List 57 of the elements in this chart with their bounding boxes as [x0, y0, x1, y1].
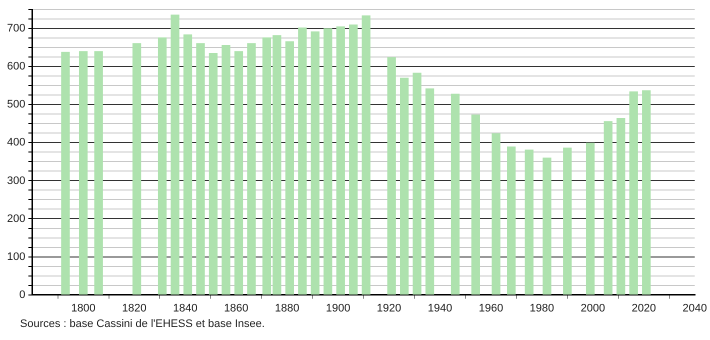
- x-tick-label: 1840: [172, 302, 198, 314]
- bar: [196, 43, 205, 295]
- bar: [158, 37, 167, 295]
- bar: [492, 133, 500, 295]
- x-tick-label: 2000: [580, 302, 606, 314]
- x-tick-label: 1800: [71, 302, 96, 314]
- bar: [61, 52, 70, 295]
- bar: [208, 53, 218, 295]
- bar: [170, 14, 180, 295]
- y-tick-label: 100: [6, 250, 26, 263]
- y-tick-label: 500: [6, 98, 26, 111]
- x-tick-label: 1920: [376, 302, 402, 314]
- bar: [586, 142, 595, 295]
- x-tick-label: 1960: [478, 302, 504, 314]
- bar: [387, 57, 396, 295]
- y-tick-label: 0: [19, 288, 26, 301]
- source-note: Sources : base Cassini de l'EHESS et base Insee.: [20, 318, 265, 330]
- bar: [412, 72, 422, 295]
- bar: [247, 43, 256, 295]
- bar: [629, 91, 638, 295]
- y-tick-label: 200: [6, 212, 26, 225]
- x-tick-label: 1860: [224, 302, 248, 314]
- bar: [222, 45, 230, 295]
- x-tick-label: 1940: [428, 302, 452, 314]
- y-tick-label: 400: [6, 136, 26, 149]
- bar: [349, 24, 358, 295]
- bar: [285, 41, 294, 295]
- x-tick-label: 1820: [122, 302, 147, 314]
- y-tick-label: 700: [6, 22, 26, 35]
- bar: [78, 51, 88, 295]
- bar: [298, 28, 307, 295]
- bar: [563, 148, 572, 295]
- bar: [310, 31, 320, 295]
- x-tick-label: 2020: [632, 302, 656, 314]
- bar: [604, 121, 612, 295]
- bar: [336, 26, 345, 295]
- bar: [324, 28, 332, 295]
- x-tick-label: 2040: [682, 302, 708, 314]
- x-tick-label: 1980: [530, 302, 554, 314]
- y-tick-label: 300: [6, 174, 26, 187]
- bar: [94, 51, 103, 295]
- bar: [183, 34, 192, 295]
- bar: [507, 146, 516, 295]
- bar: [425, 88, 434, 295]
- y-tick-label: 600: [6, 60, 26, 73]
- x-tick-label: 1900: [326, 302, 350, 314]
- bar: [616, 118, 626, 295]
- bar: [471, 114, 480, 295]
- bar: [524, 150, 534, 295]
- bar: [400, 78, 409, 295]
- bar: [642, 90, 651, 295]
- bar: [234, 51, 244, 295]
- x-tick-label: 1880: [274, 302, 300, 314]
- bar: [542, 158, 552, 295]
- bar: [132, 43, 142, 295]
- bar: [450, 94, 460, 295]
- bar: [362, 15, 370, 295]
